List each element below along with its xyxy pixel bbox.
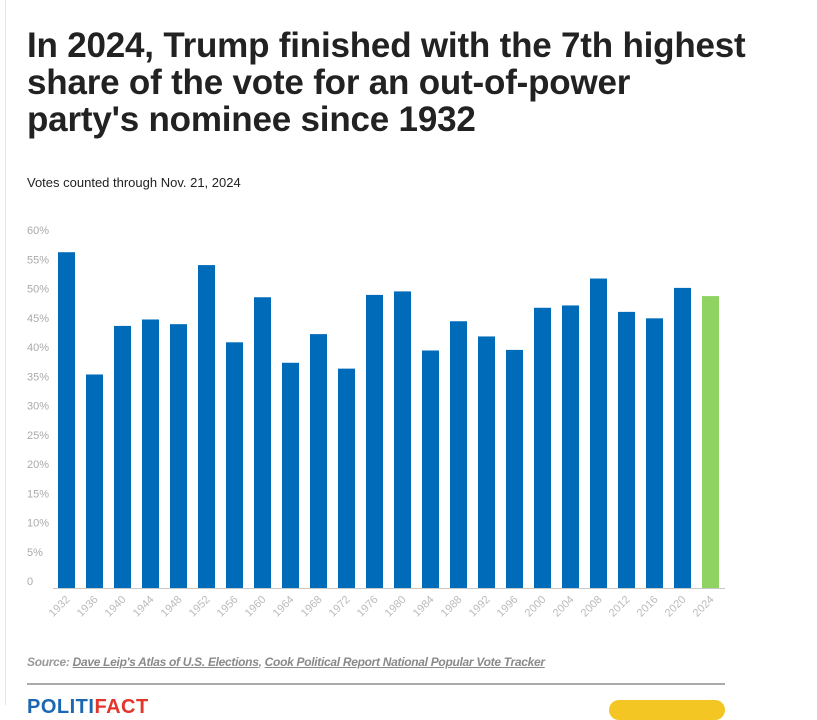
bar-1980[interactable]: 1980: 50.7% <box>394 291 411 588</box>
y-tick-label: 5% <box>27 547 43 559</box>
x-tick-label: 1948 <box>159 594 185 620</box>
x-tick-label: 2004 <box>551 594 577 620</box>
bar-1964[interactable]: 1964: 38.5% <box>282 362 299 588</box>
bar-1988[interactable]: 1988: 45.6% <box>450 321 467 588</box>
chart-canvas: 0 5% 10% 15% 20% 25% 30% 35% 40% 45% 50% 55% 60% 193… <box>27 225 725 620</box>
bar-2004[interactable]: 2004: 48.3% <box>562 305 579 588</box>
y-tick-label: 20% <box>27 459 49 471</box>
x-tick-label: 2020 <box>663 594 689 620</box>
x-tick-label: 1992 <box>467 594 493 620</box>
x-tick-label: 1960 <box>243 594 269 620</box>
bar-2020[interactable]: 2020: 51.3% <box>674 287 691 588</box>
x-tick-label: 2000 <box>523 594 549 620</box>
x-tick-label: 1964 <box>271 594 297 620</box>
source-separator: , <box>258 655 265 669</box>
chart-title: In 2024, Trump finished with the 7th hig… <box>27 26 746 139</box>
y-tick-label: 15% <box>27 488 49 500</box>
y-tick-label: 10% <box>27 518 49 530</box>
source-link-leip[interactable]: Dave Leip's Atlas of U.S. Elections <box>72 655 259 669</box>
y-tick-label: 50% <box>27 284 49 296</box>
bar-1996[interactable]: 1996: 40.7% <box>506 349 523 588</box>
x-tick-label: 1956 <box>215 594 241 620</box>
footer-divider <box>27 683 725 685</box>
x-tick-label: 1988 <box>439 594 465 620</box>
bar-1976[interactable]: 1976: 50.1% <box>366 294 383 588</box>
cta-button[interactable] <box>609 700 725 720</box>
x-tick-label: 1980 <box>383 594 409 620</box>
x-tick-label: 2016 <box>635 594 661 620</box>
bar-1952[interactable]: 1952: 55.2% <box>198 265 215 588</box>
logo-part-fact: FACT <box>94 696 149 718</box>
y-tick-label: 0 <box>27 576 33 588</box>
x-tick-label: 1968 <box>299 594 325 620</box>
bar-1960[interactable]: 1960: 49.7% <box>254 297 271 588</box>
bar-1984[interactable]: 1984: 40.6% <box>422 350 439 588</box>
bar-1956[interactable]: 1956: 42% <box>226 342 243 588</box>
bar-chart: 0 5% 10% 15% 20% 25% 30% 35% 40% 45% 50% 55% 60% 193… <box>0 215 760 635</box>
left-border <box>5 0 6 705</box>
y-tick-label: 45% <box>27 313 49 325</box>
bar-2012[interactable]: 2012: 47.2% <box>618 311 635 588</box>
x-tick-label: 2012 <box>607 594 633 620</box>
x-tick-label: 1940 <box>103 594 129 620</box>
x-tick-label: 1972 <box>327 594 353 620</box>
x-axis: 1932 1936 1940 1944 1948 1952 1956 1960 1964 1968… <box>47 594 717 620</box>
source-note: Source: Dave Leip's Atlas of U.S. Electi… <box>27 655 545 669</box>
bar-1940[interactable]: 1940: 44.8% <box>114 325 131 588</box>
bar-1932[interactable]: 1932: 57.4% <box>58 252 75 588</box>
x-tick-label: 1932 <box>47 594 73 620</box>
x-tick-label: 2024 <box>691 594 717 620</box>
bar-1992[interactable]: 1992: 43% <box>478 336 495 588</box>
x-tick-label: 1952 <box>187 594 213 620</box>
bar-2000[interactable]: 2000: 47.9% <box>534 307 551 588</box>
bar-1968[interactable]: 1968: 43.4% <box>310 334 327 588</box>
bar-2008[interactable]: 2008: 52.9% <box>590 278 607 588</box>
bars: 1932: 57.4% 1936: 36.5% 1940: 44.8% 1944: 4… <box>58 252 719 588</box>
x-tick-label: 1944 <box>131 594 157 620</box>
y-tick-label: 40% <box>27 342 49 354</box>
bar-1972[interactable]: 1972: 37.5% <box>338 368 355 588</box>
y-tick-label: 35% <box>27 371 49 383</box>
bar-2024[interactable]: 2024: 49.9% <box>702 296 719 588</box>
bar-2016[interactable]: 2016: 46.1% <box>646 318 663 588</box>
x-tick-label: 2008 <box>579 594 605 620</box>
source-link-cook[interactable]: Cook Political Report National Popular V… <box>264 655 545 669</box>
bar-1936[interactable]: 1936: 36.5% <box>86 374 103 588</box>
politifact-logo[interactable]: POLITIFACT <box>27 697 149 717</box>
x-tick-label: 1996 <box>495 594 521 620</box>
y-tick-label: 25% <box>27 430 49 442</box>
x-tick-label: 1984 <box>411 594 437 620</box>
bar-1944[interactable]: 1944: 45.9% <box>142 319 159 588</box>
y-tick-label: 30% <box>27 401 49 413</box>
chart-subtitle: Votes counted through Nov. 21, 2024 <box>27 175 241 190</box>
x-tick-label: 1936 <box>75 594 101 620</box>
y-axis: 0 5% 10% 15% 20% 25% 30% 35% 40% 45% 50% 55% 60% <box>27 225 49 588</box>
x-tick-label: 1976 <box>355 594 381 620</box>
bar-1948[interactable]: 1948: 45.1% <box>170 324 187 588</box>
logo-part-politi: POLITI <box>27 696 95 718</box>
y-tick-label: 55% <box>27 254 49 266</box>
source-label: Source: <box>27 655 70 669</box>
y-tick-label: 60% <box>27 225 49 237</box>
